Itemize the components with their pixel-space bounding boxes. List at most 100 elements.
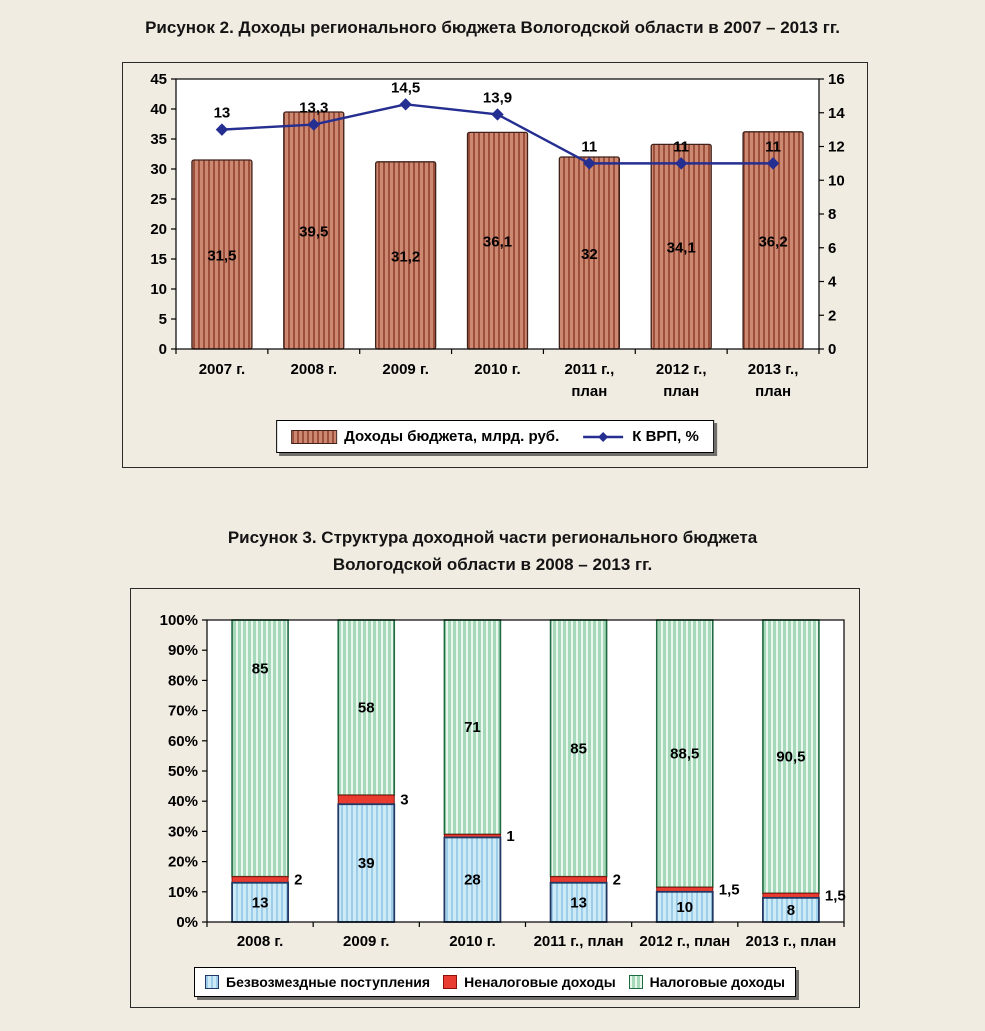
figure3-title-line1: Рисунок 3. Структура доходной части реги… bbox=[227, 528, 758, 547]
figure3-chart-frame: 13 85 2 39 58 3 28 71 1 13 85 2 10 88,5 1,5 8 90,5 1,5 0% 1… bbox=[130, 588, 860, 1008]
svg-text:2010 г.: 2010 г. bbox=[449, 933, 495, 950]
svg-text:1: 1 bbox=[506, 828, 514, 845]
svg-text:2010 г.: 2010 г. bbox=[474, 361, 520, 378]
svg-text:0%: 0% bbox=[176, 914, 198, 931]
svg-text:70%: 70% bbox=[168, 703, 198, 720]
line-series: 13 13,3 14,5 13,9 11 11 11 bbox=[214, 79, 781, 170]
figure2-chart-frame: 31,5 39,5 31,2 36,1 32 34,1 36,2 0 5 10 15 20 25 30 35… bbox=[122, 62, 868, 468]
svg-text:36,1: 36,1 bbox=[483, 234, 512, 251]
svg-text:план: план bbox=[755, 383, 791, 400]
legend-item-vrp: К ВРП, % bbox=[581, 428, 699, 445]
svg-text:31,5: 31,5 bbox=[207, 248, 236, 265]
line-series-label: К ВРП, % bbox=[632, 428, 699, 445]
svg-text:31,2: 31,2 bbox=[391, 248, 420, 265]
svg-text:40: 40 bbox=[150, 101, 167, 118]
svg-text:39,5: 39,5 bbox=[299, 224, 328, 241]
svg-text:45: 45 bbox=[150, 71, 167, 88]
tax-revenue-swatch bbox=[628, 975, 643, 989]
svg-text:100%: 100% bbox=[160, 612, 198, 629]
svg-text:60%: 60% bbox=[168, 733, 198, 750]
nontax-revenue-swatch bbox=[443, 975, 458, 989]
svg-text:36,2: 36,2 bbox=[758, 233, 787, 250]
svg-text:6: 6 bbox=[828, 240, 836, 257]
svg-text:план: план bbox=[663, 383, 699, 400]
line-series-swatch bbox=[583, 431, 624, 442]
svg-text:2007 г.: 2007 г. bbox=[199, 361, 245, 378]
svg-text:2: 2 bbox=[828, 307, 836, 324]
svg-text:14,5: 14,5 bbox=[391, 79, 420, 96]
legend-item-budget-revenue: Доходы бюджета, млрд. руб. bbox=[291, 428, 559, 445]
svg-text:5: 5 bbox=[159, 311, 167, 328]
svg-text:план: план bbox=[571, 383, 607, 400]
svg-text:8: 8 bbox=[787, 902, 795, 919]
svg-text:85: 85 bbox=[252, 660, 269, 677]
svg-text:90%: 90% bbox=[168, 642, 198, 659]
svg-text:1,5: 1,5 bbox=[825, 888, 846, 905]
svg-text:2008 г.: 2008 г. bbox=[237, 933, 283, 950]
svg-text:85: 85 bbox=[570, 740, 587, 757]
svg-text:32: 32 bbox=[581, 246, 598, 263]
svg-text:25: 25 bbox=[150, 191, 167, 208]
figure2-legend: Доходы бюджета, млрд. руб. К ВРП, % bbox=[276, 420, 714, 453]
svg-text:80%: 80% bbox=[168, 672, 198, 689]
svg-text:4: 4 bbox=[828, 274, 837, 291]
svg-text:2: 2 bbox=[294, 872, 302, 889]
svg-text:35: 35 bbox=[150, 131, 167, 148]
stacked-bars: 13 85 2 39 58 3 28 71 1 13 85 2 10 88,5 1,5 8 90,5 1,5 bbox=[231, 619, 846, 923]
tax-revenue-label: Налоговые доходы bbox=[649, 974, 785, 990]
svg-text:34,1: 34,1 bbox=[667, 240, 696, 257]
svg-text:16: 16 bbox=[828, 71, 845, 88]
svg-text:13,9: 13,9 bbox=[483, 89, 512, 106]
svg-text:13: 13 bbox=[214, 105, 231, 122]
svg-text:8: 8 bbox=[828, 206, 836, 223]
nontax-revenue-label: Неналоговые доходы bbox=[464, 974, 616, 990]
bar-series: 31,5 39,5 31,2 36,1 32 34,1 36,2 bbox=[191, 111, 804, 350]
svg-text:13,3: 13,3 bbox=[299, 100, 328, 117]
svg-text:11: 11 bbox=[581, 138, 597, 155]
figure3-plot: 13 85 2 39 58 3 28 71 1 13 85 2 10 88,5 1,5 8 90,5 1,5 0% 1… bbox=[160, 612, 846, 950]
svg-text:0: 0 bbox=[828, 341, 836, 358]
svg-text:2008 г.: 2008 г. bbox=[291, 361, 337, 378]
svg-text:10: 10 bbox=[676, 899, 693, 916]
svg-text:11: 11 bbox=[765, 138, 781, 155]
svg-text:10: 10 bbox=[150, 281, 167, 298]
bar-series-swatch bbox=[291, 429, 338, 444]
figure2-title: Рисунок 2. Доходы регионального бюджета … bbox=[145, 18, 840, 37]
svg-text:40%: 40% bbox=[168, 793, 198, 810]
svg-text:2013 г.,: 2013 г., bbox=[748, 361, 799, 378]
gratuitous-receipts-label: Безвозмездные поступления bbox=[226, 974, 431, 990]
svg-text:2009 г.: 2009 г. bbox=[343, 933, 389, 950]
svg-text:2009 г.: 2009 г. bbox=[382, 361, 428, 378]
svg-text:1,5: 1,5 bbox=[719, 882, 740, 899]
figure3-title: Рисунок 3. Структура доходной части реги… bbox=[0, 524, 985, 578]
svg-text:88,5: 88,5 bbox=[670, 746, 699, 763]
svg-text:2011 г.,: 2011 г., bbox=[564, 361, 614, 378]
svg-text:39: 39 bbox=[358, 855, 375, 872]
svg-text:28: 28 bbox=[464, 872, 481, 889]
svg-text:2: 2 bbox=[613, 872, 621, 889]
svg-text:2011 г., план: 2011 г., план bbox=[534, 933, 624, 950]
svg-text:11: 11 bbox=[673, 138, 689, 155]
legend-item-gratuitous-receipts: Безвозмездные поступления bbox=[205, 974, 430, 990]
legend-item-tax-revenue: Налоговые доходы bbox=[628, 974, 785, 990]
figure3-title-line2: Вологодской области в 2008 – 2013 гг. bbox=[332, 555, 653, 574]
svg-text:0: 0 bbox=[159, 341, 167, 358]
svg-text:13: 13 bbox=[570, 894, 587, 911]
svg-text:20: 20 bbox=[150, 221, 167, 238]
svg-text:10: 10 bbox=[828, 172, 845, 189]
legend-item-nontax-revenue: Неналоговые доходы bbox=[443, 974, 616, 990]
svg-text:71: 71 bbox=[464, 719, 481, 736]
svg-text:30%: 30% bbox=[168, 823, 198, 840]
figure3-legend: Безвозмездные поступления Неналоговые до… bbox=[194, 967, 796, 997]
svg-text:15: 15 bbox=[150, 251, 167, 268]
svg-text:13: 13 bbox=[252, 894, 269, 911]
svg-text:58: 58 bbox=[358, 700, 375, 717]
svg-text:14: 14 bbox=[828, 105, 845, 122]
svg-text:90,5: 90,5 bbox=[776, 749, 805, 766]
svg-text:2013 г., план: 2013 г., план bbox=[746, 933, 837, 950]
svg-text:10%: 10% bbox=[168, 884, 198, 901]
figure2-plot: 31,539,531,236,132 34,1 36,205101520253035… bbox=[150, 71, 845, 400]
svg-text:2012 г., план: 2012 г., план bbox=[639, 933, 730, 950]
svg-text:20%: 20% bbox=[168, 854, 198, 871]
bar-series-label: Доходы бюджета, млрд. руб. bbox=[344, 428, 560, 445]
